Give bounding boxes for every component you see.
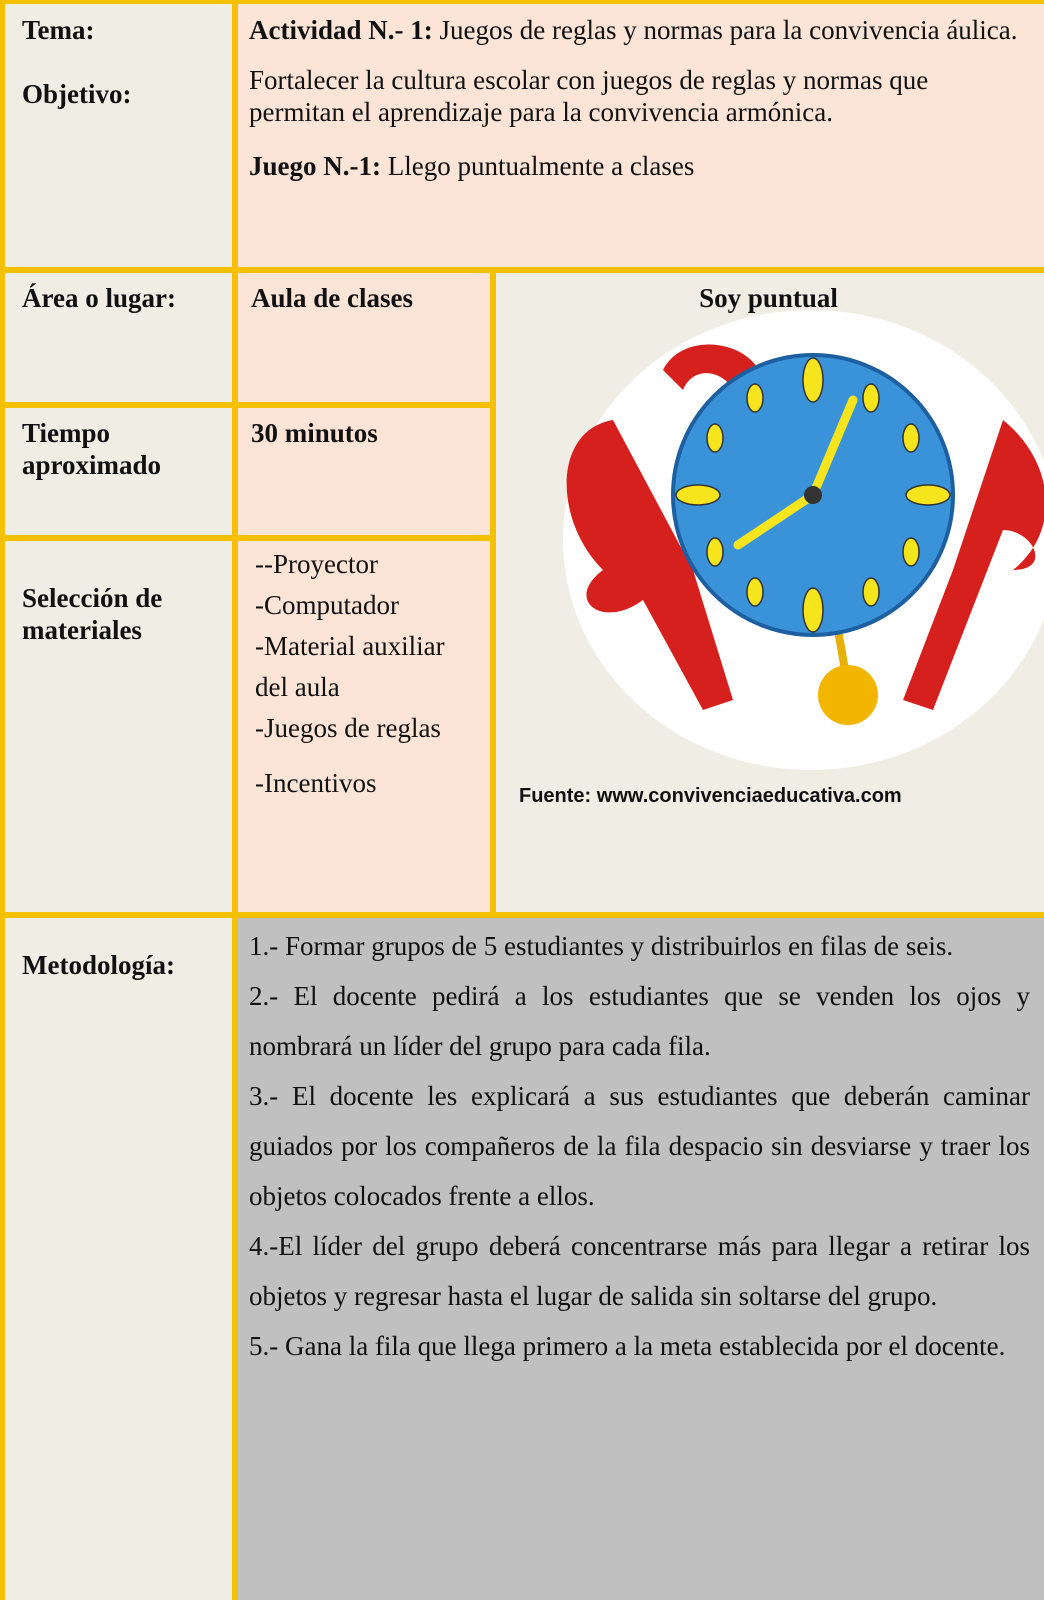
- game-text: Llego puntualmente a clases: [387, 151, 695, 181]
- materials-label: Selección de materiales: [22, 583, 163, 645]
- arm-left: [566, 420, 733, 710]
- clock-illustration: [563, 310, 1044, 770]
- image-cell: Soy puntual Fuente: www.convivenciaeduc: [493, 270, 1044, 915]
- border: [232, 0, 238, 1600]
- content-cell: Actividad N.- 1: Juegos de reglas y norm…: [235, 0, 1044, 270]
- image-title: Soy puntual: [699, 283, 838, 313]
- row-label: Área o lugar:: [22, 283, 176, 313]
- step: 3.- El docente les explicará a sus estud…: [249, 1081, 1030, 1211]
- material-item: -Incentivos: [255, 768, 377, 798]
- material-item: -Material auxiliar del aula: [255, 631, 445, 702]
- row-label: Tiempo aproximado: [22, 418, 162, 480]
- methodology-label: Metodología:: [22, 950, 175, 980]
- label-cell: Tiempo aproximado: [0, 405, 235, 538]
- border: [0, 535, 496, 541]
- row-value: 30 minutos: [251, 418, 378, 448]
- activity-label: Actividad N.- 1:: [249, 15, 433, 45]
- border: [0, 267, 1044, 273]
- objective-text: Fortalecer la cultura escolar con juegos…: [249, 65, 929, 127]
- activity-text: Juegos de reglas y normas para la conviv…: [439, 15, 1018, 45]
- border: [0, 0, 5, 1600]
- image-source: Fuente: www.convivenciaeducativa.com: [519, 785, 902, 807]
- value-cell: --Proyector -Computador -Material auxili…: [235, 538, 493, 915]
- tema-label: Tema:: [22, 15, 95, 45]
- label-cell: Tema: Objetivo:: [0, 0, 235, 270]
- border: [0, 912, 1044, 918]
- row-value: Aula de clases: [251, 283, 413, 313]
- step: 4.-El líder del grupo deberá concentrars…: [249, 1231, 1030, 1311]
- clock-center: [804, 486, 822, 504]
- arm-right: [903, 420, 1044, 710]
- steps-cell: 1.- Formar grupos de 5 estudiantes y dis…: [235, 915, 1044, 1600]
- label-cell: Selección de materiales: [0, 538, 235, 915]
- border: [490, 270, 496, 915]
- material-item: -Computador: [255, 590, 399, 620]
- step: 5.- Gana la fila que llega primero a la …: [249, 1331, 1006, 1361]
- value-cell: Aula de clases: [235, 270, 493, 405]
- game: Juego N.-1: Llego puntualmente a clases: [249, 150, 1026, 182]
- game-label: Juego N.-1:: [249, 151, 381, 181]
- objetivo-label: Objetivo:: [22, 79, 132, 109]
- value-cell: 30 minutos: [235, 405, 493, 538]
- step: 1.- Formar grupos de 5 estudiantes y dis…: [249, 931, 954, 961]
- step: 2.- El docente pedirá a los estudiantes …: [249, 981, 1030, 1061]
- label-cell: Metodología:: [0, 915, 235, 1600]
- material-item: -Juegos de reglas: [255, 713, 441, 743]
- clock-marks: [675, 357, 951, 633]
- border: [0, 402, 496, 408]
- clock-hands: [733, 395, 858, 550]
- activity: Actividad N.- 1: Juegos de reglas y norm…: [249, 14, 1026, 46]
- pendulum-bob: [818, 665, 878, 725]
- material-item: --Proyector: [255, 549, 378, 579]
- label-cell: Área o lugar:: [0, 270, 235, 405]
- border: [0, 0, 1044, 4]
